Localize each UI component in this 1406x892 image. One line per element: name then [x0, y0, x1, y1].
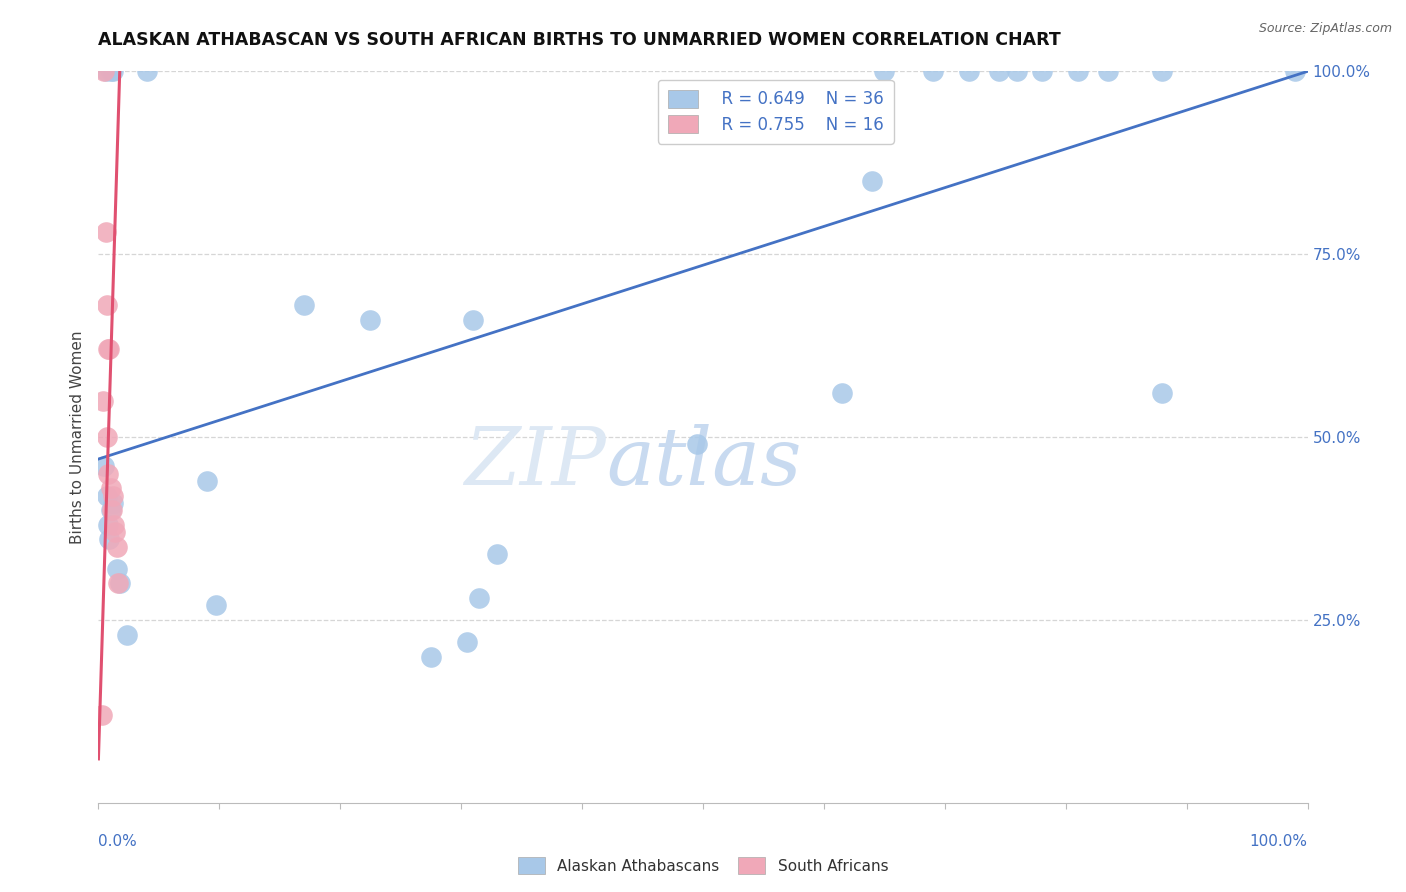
Point [100, 503, 122, 517]
Point [97, 467, 120, 481]
Point [93, 459, 115, 474]
Point [96, 489, 118, 503]
Point [921, 64, 943, 78]
Point [292, 298, 315, 312]
Point [108, 576, 131, 591]
Point [117, 627, 139, 641]
Point [94, 225, 117, 239]
Point [831, 386, 853, 401]
Point [860, 174, 883, 188]
Point [100, 503, 122, 517]
Text: 0.0%: 0.0% [98, 834, 138, 849]
Point [97, 343, 120, 357]
Point [94, 64, 117, 78]
Point [195, 474, 218, 488]
Point [97, 517, 120, 532]
Point [105, 540, 128, 554]
Point [988, 64, 1011, 78]
Point [103, 517, 125, 532]
Legend:   R = 0.649    N = 36,   R = 0.755    N = 16: R = 0.649 N = 36, R = 0.755 N = 16 [658, 79, 894, 144]
Point [101, 496, 124, 510]
Y-axis label: Births to Unmarried Women: Births to Unmarried Women [69, 330, 84, 544]
Point [91, 393, 114, 408]
Point [105, 562, 128, 576]
Point [98, 533, 121, 547]
Point [463, 313, 485, 327]
Legend: Alaskan Athabascans, South Africans: Alaskan Athabascans, South Africans [512, 851, 894, 880]
Point [100, 481, 122, 495]
Point [135, 64, 157, 78]
Point [1097, 64, 1119, 78]
Point [420, 649, 443, 664]
Point [101, 64, 124, 78]
Point [96, 430, 118, 444]
Point [468, 591, 491, 605]
Point [204, 599, 226, 613]
Text: ZIP: ZIP [464, 424, 606, 501]
Point [486, 547, 509, 561]
Text: 100.0%: 100.0% [1250, 834, 1308, 849]
Point [100, 64, 122, 78]
Point [686, 437, 709, 451]
Point [1007, 64, 1029, 78]
Text: ALASKAN ATHABASCAN VS SOUTH AFRICAN BIRTHS TO UNMARRIED WOMEN CORRELATION CHART: ALASKAN ATHABASCAN VS SOUTH AFRICAN BIRT… [98, 31, 1062, 49]
Point [93, 64, 115, 78]
Point [1152, 386, 1174, 401]
Point [104, 525, 127, 540]
Point [1152, 64, 1174, 78]
Point [1031, 64, 1053, 78]
Point [957, 64, 980, 78]
Point [98, 343, 121, 357]
Point [96, 298, 118, 312]
Point [107, 576, 129, 591]
Point [456, 635, 478, 649]
Text: Source: ZipAtlas.com: Source: ZipAtlas.com [1258, 22, 1392, 36]
Text: atlas: atlas [606, 424, 801, 501]
Point [1067, 64, 1090, 78]
Point [873, 64, 896, 78]
Point [360, 313, 382, 327]
Point [91, 708, 114, 723]
Point [101, 489, 124, 503]
Point [1284, 64, 1306, 78]
